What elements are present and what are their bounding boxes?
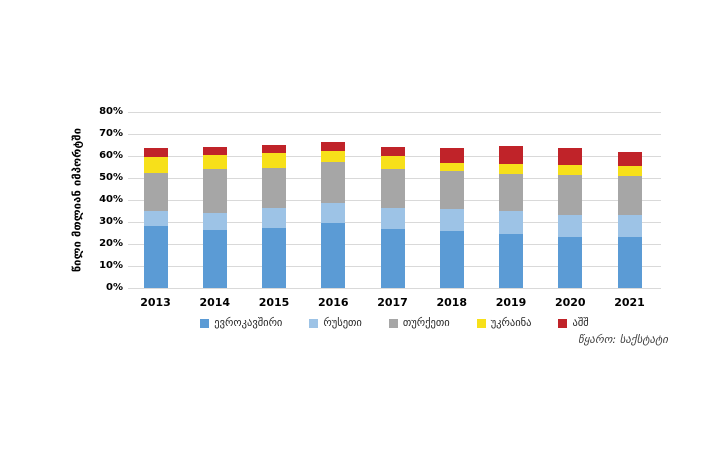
legend-swatch-icon [309,318,319,328]
legend-label: ევროკავშირი [214,317,283,329]
bar-segment [617,151,642,166]
bar-segment [558,237,583,288]
legend-item: თურქეთი [388,317,450,329]
bar-segment [321,141,346,151]
bar-segment [380,228,405,288]
bar-segment [617,237,642,288]
bar-segment [439,171,464,209]
legend-item: ევროკავშირი [200,317,282,329]
bar-2019 [499,146,523,288]
bar-segment [499,234,523,288]
y-tick-label: 80% [99,106,123,117]
legend-item: აშშ [558,317,589,329]
bar-segment [143,211,168,227]
legend-label: რუსეთი [323,317,362,329]
bar-2016 [321,141,346,288]
y-axis-title: წილი მთლიან იმპორტში [70,127,84,273]
bar-2017 [380,147,405,288]
bar-2013 [143,148,168,288]
legend-swatch-icon [200,318,210,328]
y-tick-label: 0% [106,282,123,293]
y-tick-label: 50% [99,172,123,183]
bar-segment [558,164,583,175]
x-axis-label-2013: 2013 [140,296,171,309]
bar-segment [380,156,405,170]
bar-segment [143,157,168,173]
bar-segment [439,208,464,231]
x-axis-label-2018: 2018 [436,296,468,309]
gridline [128,133,661,135]
y-tick-label: 70% [99,128,123,139]
bar-2015 [262,145,286,288]
legend-item: უკრაინა [476,317,532,329]
x-axis-label-2019: 2019 [495,296,527,309]
bar-segment [380,147,405,157]
bar-segment [262,152,286,169]
bar-segment [143,148,168,158]
bar-segment [499,146,523,164]
bar-segment [143,226,168,288]
bar-segment [262,145,286,153]
bar-segment [202,147,227,155]
bar-segment [439,148,464,163]
legend-label: აშშ [572,317,589,329]
y-tick-label: 60% [99,150,123,161]
bar-segment [202,213,227,230]
bar-segment [558,215,583,238]
bar-segment [321,150,346,162]
y-tick-label: 30% [99,216,123,227]
bar-2018 [439,148,464,288]
bar-segment [202,169,227,214]
legend-label: უკრაინა [490,317,532,329]
bar-segment [558,174,583,216]
bar-segment [617,175,642,216]
bar-segment [380,169,405,208]
bar-segment [321,203,346,224]
bar-2020 [558,148,583,288]
plot-area [128,111,661,289]
legend-swatch-icon [476,318,486,328]
bar-segment [202,229,227,288]
bar-segment [499,173,523,212]
bar-segment [262,168,286,208]
bar-segment [617,165,642,176]
bar-segment [380,207,405,229]
legend-label: თურქეთი [402,317,450,329]
y-tick-label: 40% [99,194,123,205]
bar-segment [321,223,346,288]
x-axis-label-2017: 2017 [377,296,408,309]
bar-segment [499,163,523,174]
gridline [128,287,661,289]
legend-swatch-icon [558,318,568,328]
x-axis-label-2014: 2014 [199,296,231,309]
bar-segment [558,148,583,165]
bar-2014 [202,147,227,288]
gridline [128,111,661,113]
source-note: წყარო: საქსტატი [578,333,668,346]
y-tick-label: 20% [99,238,123,249]
legend-swatch-icon [388,318,398,328]
bar-2021 [617,151,642,288]
bar-segment [321,161,346,204]
bar-segment [617,215,642,238]
bar-segment [262,207,286,228]
x-axis-label-2016: 2016 [317,296,349,309]
bar-segment [202,154,227,170]
x-axis-label-2015: 2015 [258,296,290,309]
x-axis-label-2020: 2020 [554,296,586,309]
legend: ევროკავშირი რუსეთი თურქეთი უკრაინა აშშ [128,317,661,329]
bar-segment [143,172,168,212]
bar-segment [499,211,523,235]
bar-segment [262,227,286,288]
y-tick-label: 10% [99,260,123,271]
bar-segment [439,162,464,172]
legend-item: რუსეთი [309,317,362,329]
x-axis-label-2021: 2021 [614,296,645,309]
bar-segment [439,230,464,288]
